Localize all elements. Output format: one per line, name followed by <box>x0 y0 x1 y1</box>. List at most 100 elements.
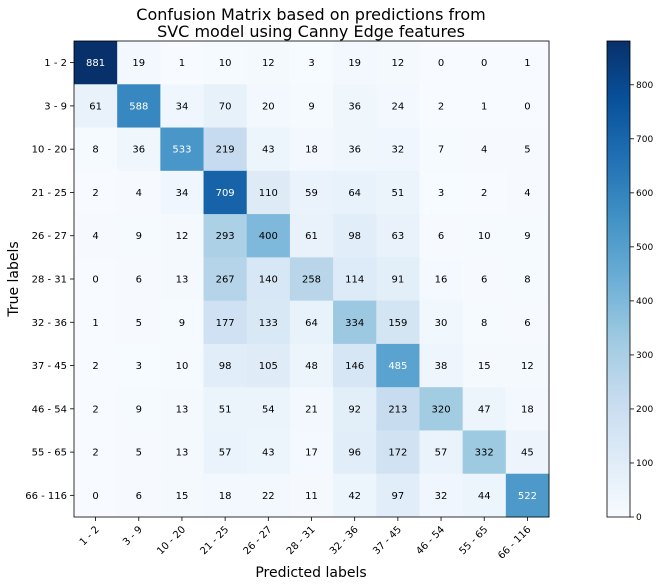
heatmap-cell <box>117 84 161 129</box>
heatmap-cell <box>289 257 334 302</box>
x-tick-label: 32 - 36 <box>328 524 361 557</box>
heatmap-cell <box>333 387 377 431</box>
cell-value-label: 2 <box>92 188 98 199</box>
heatmap-cell <box>419 257 464 302</box>
heatmap-cell <box>246 214 291 258</box>
heatmap-cell <box>462 214 507 258</box>
x-tick-label: 10 - 20 <box>155 524 188 557</box>
heatmap-cell <box>419 127 464 172</box>
cell-value-label: 12 <box>391 58 404 69</box>
cell-value-label: 177 <box>216 318 235 329</box>
cell-value-label: 98 <box>348 231 361 242</box>
cell-value-label: 334 <box>345 318 364 329</box>
heatmap-cell <box>376 343 420 388</box>
cell-value-label: 30 <box>435 318 448 329</box>
heatmap-cell <box>419 473 464 518</box>
cell-value-label: 19 <box>348 58 361 69</box>
heatmap-cell <box>203 214 248 258</box>
cell-value-label: 709 <box>216 188 235 199</box>
cell-value-label: 293 <box>216 231 235 242</box>
heatmap-cell-labels: 881 19 1 10 12 3 19 12 0 0 161 588 34 70 20 9 36 24 2 1 08 36… <box>86 58 537 502</box>
heatmap-cell <box>117 343 161 388</box>
cell-value-label: 133 <box>259 318 278 329</box>
heatmap-cell <box>160 473 205 518</box>
heatmap-cell <box>419 387 464 431</box>
heatmap-cell <box>289 300 334 345</box>
cell-value-label: 0 <box>92 275 98 286</box>
heatmap-cell <box>246 387 291 431</box>
heatmap-cell <box>419 170 464 215</box>
cell-value-label: 114 <box>345 275 364 286</box>
y-tick-label: 46 - 54 <box>32 404 67 415</box>
y-tick-label: 1 - 2 <box>44 58 67 69</box>
cell-value-label: 0 <box>524 101 530 112</box>
heatmap-cell <box>505 387 550 431</box>
cell-value-label: 36 <box>348 145 361 156</box>
heatmap-cell <box>462 430 507 475</box>
heatmap-cell <box>160 387 205 431</box>
cell-value-label: 159 <box>388 318 407 329</box>
cell-value-label: 6 <box>438 231 444 242</box>
cell-value-label: 64 <box>305 318 318 329</box>
heatmap-cell <box>505 300 550 345</box>
heatmap-cell <box>419 41 464 85</box>
cell-value-label: 18 <box>521 404 534 415</box>
heatmap-cell <box>289 170 334 215</box>
cell-value-label: 1 <box>524 58 530 69</box>
heatmap-cells <box>74 41 550 518</box>
heatmap-cell <box>376 430 420 475</box>
cell-value-label: 54 <box>262 404 275 415</box>
cell-value-label: 51 <box>391 188 404 199</box>
heatmap-cell <box>462 343 507 388</box>
cell-value-label: 97 <box>391 491 404 502</box>
colorbar-tick-label: 500 <box>636 243 653 253</box>
cell-value-label: 9 <box>136 231 142 242</box>
cell-value-label: 4 <box>92 231 98 242</box>
x-tick-label: 28 - 31 <box>285 524 318 557</box>
cell-value-label: 5 <box>524 145 530 156</box>
colorbar-tick-label: 700 <box>636 135 653 145</box>
y-tick-label: 3 - 9 <box>44 101 67 112</box>
x-tick-label: 46 - 54 <box>414 524 447 557</box>
cell-value-label: 18 <box>305 145 318 156</box>
heatmap-cell <box>333 430 377 475</box>
heatmap-cell <box>289 41 334 85</box>
y-tick-label: 66 - 116 <box>25 491 67 502</box>
cell-value-label: 6 <box>136 275 142 286</box>
cell-value-label: 12 <box>521 361 534 372</box>
heatmap-cell <box>505 41 550 85</box>
heatmap-cell <box>376 41 420 85</box>
cell-value-label: 3 <box>438 188 444 199</box>
colorbar-tick-label: 800 <box>636 81 653 91</box>
cell-value-label: 105 <box>259 361 278 372</box>
heatmap-cell <box>505 343 550 388</box>
x-tick-label: 21 - 25 <box>198 524 231 557</box>
cell-value-label: 485 <box>388 361 407 372</box>
heatmap-cell <box>160 343 205 388</box>
cell-value-label: 32 <box>435 491 448 502</box>
chart-title-line-1: Confusion Matrix based on predictions fr… <box>136 5 485 24</box>
cell-value-label: 0 <box>92 491 98 502</box>
cell-value-label: 522 <box>518 491 537 502</box>
y-tick-label: 21 - 25 <box>32 188 67 199</box>
colorbar-tick-label: 0 <box>636 513 642 523</box>
cell-value-label: 881 <box>86 58 105 69</box>
heatmap-cell <box>203 170 248 215</box>
cell-value-label: 10 <box>478 231 491 242</box>
cell-value-label: 61 <box>89 101 102 112</box>
heatmap-cell <box>376 257 420 302</box>
cell-value-label: 2 <box>92 404 98 415</box>
heatmap-cell <box>376 170 420 215</box>
cell-value-label: 2 <box>92 361 98 372</box>
cell-value-label: 0 <box>438 58 444 69</box>
heatmap-cell <box>505 84 550 129</box>
heatmap-cell <box>117 473 161 518</box>
heatmap-cell <box>74 473 118 518</box>
cell-value-label: 34 <box>176 101 189 112</box>
y-tick-label: 32 - 36 <box>32 318 67 329</box>
y-tick-label: 28 - 31 <box>32 275 67 286</box>
cell-value-label: 6 <box>481 275 487 286</box>
cell-value-label: 5 <box>136 318 142 329</box>
heatmap-cell <box>160 430 205 475</box>
cell-value-label: 47 <box>478 404 491 415</box>
